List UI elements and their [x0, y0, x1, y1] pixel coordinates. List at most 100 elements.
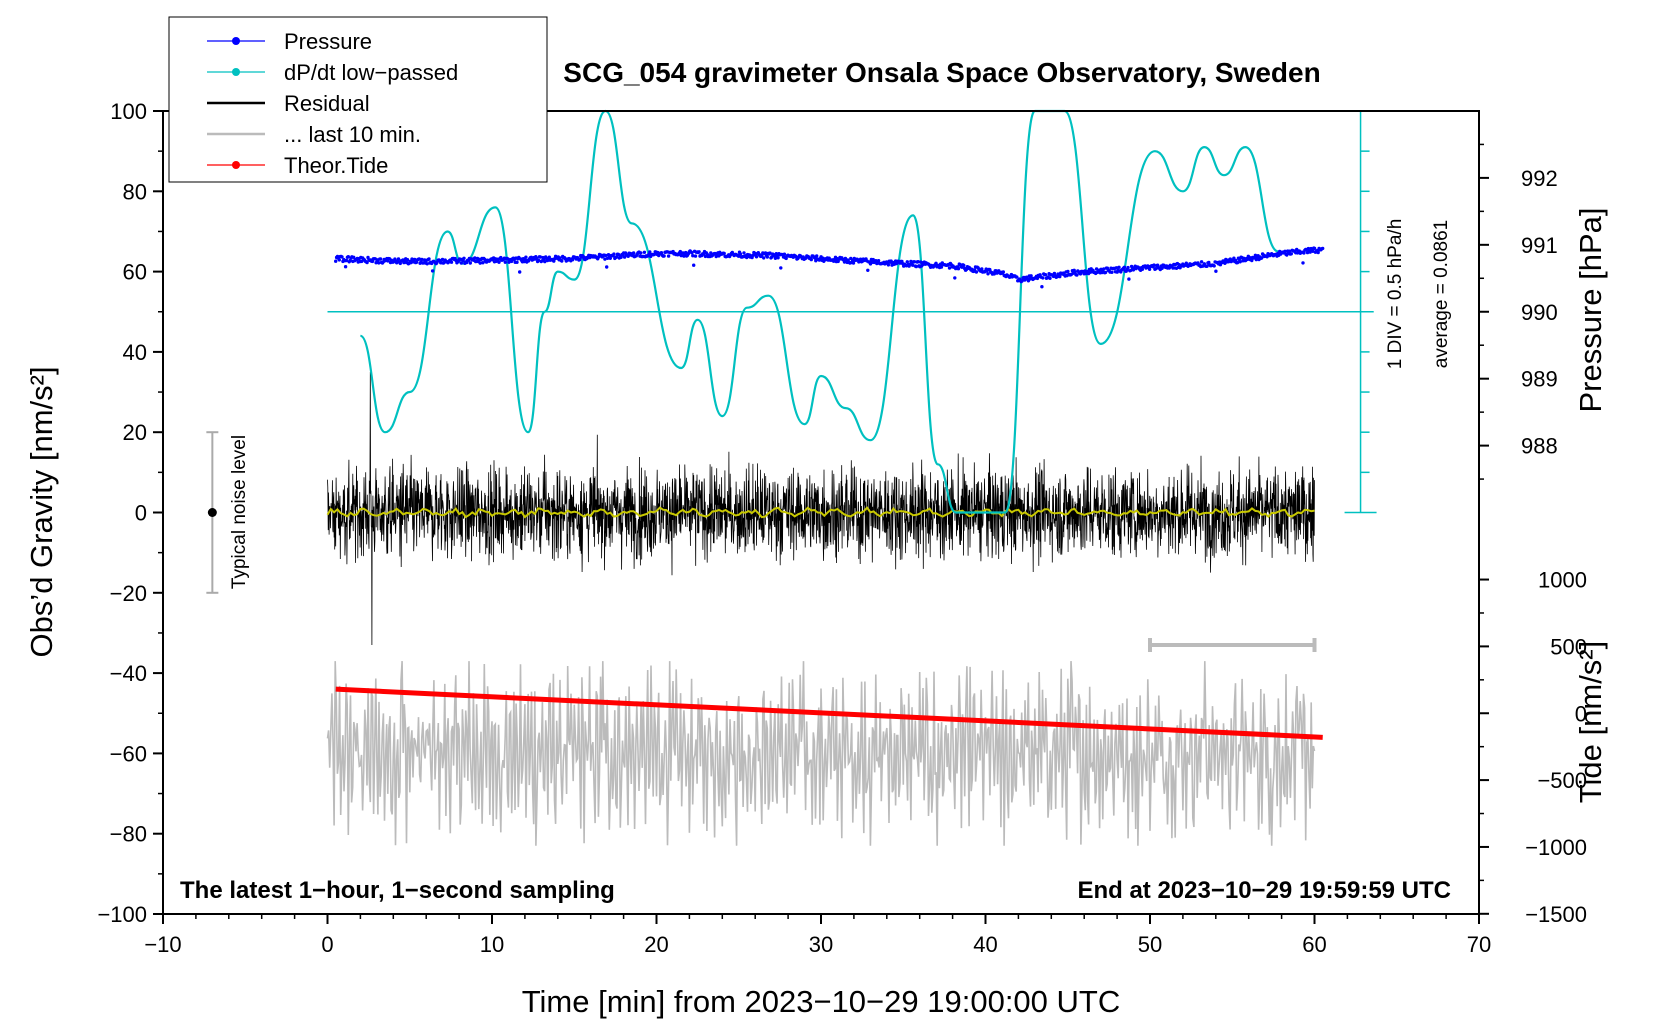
pressure-point	[962, 263, 966, 268]
noise-level-label: Typical noise level	[229, 435, 250, 589]
pressure-point	[536, 258, 541, 262]
pressure-point	[538, 255, 542, 259]
pressure-point	[1117, 265, 1121, 269]
legend-box	[168, 16, 548, 183]
pressure-point	[851, 261, 856, 265]
pressure-point	[1103, 270, 1108, 275]
pressure-point	[947, 266, 952, 270]
pressure-point	[462, 256, 466, 260]
pressure-point	[1152, 263, 1156, 267]
pressure-point	[459, 261, 463, 265]
pressure-point	[478, 261, 482, 265]
chart-title: SCG_054 gravimeter Onsala Space Observat…	[563, 57, 1320, 88]
pressure-point	[1302, 251, 1306, 255]
pressure-point	[690, 251, 694, 255]
pressure-point	[691, 254, 695, 258]
legend-label: Theor.Tide	[284, 153, 388, 178]
pressure-point	[622, 255, 627, 259]
pressure-point	[1040, 285, 1044, 289]
pressure-point	[509, 259, 514, 264]
pressure-point	[473, 256, 477, 260]
pressure-point	[866, 268, 870, 272]
y-tick-label: −100	[97, 902, 147, 927]
y-tick-label: 60	[123, 260, 147, 285]
pressure-point	[974, 270, 979, 274]
x-tick-label: 0	[321, 932, 333, 957]
pressure-point	[1260, 256, 1264, 260]
x-axis-label: Time [min] from 2023−10−29 19:00:00 UTC	[522, 984, 1121, 1019]
pressure-point	[1122, 265, 1127, 269]
pressure-point	[1235, 260, 1240, 265]
pressure-series	[334, 246, 1325, 289]
pressure-point	[377, 261, 381, 265]
pressure-point	[409, 260, 413, 265]
pressure-point	[684, 250, 688, 255]
pressure-point	[1127, 277, 1131, 281]
pressure-point	[1316, 250, 1320, 255]
pressure-point	[842, 260, 847, 264]
pressure-point	[1199, 260, 1204, 264]
pressure-point	[953, 276, 957, 280]
y-tick-label: 40	[123, 340, 147, 365]
pressure-point	[344, 258, 349, 263]
pressure-point	[1155, 263, 1160, 267]
pressure-point	[1160, 266, 1164, 270]
pressure-point	[631, 251, 636, 255]
pressure-point	[449, 260, 454, 264]
pressure-point	[340, 255, 344, 259]
ticks-layer: −10 0 10 20 30 40 50 60 70−100−80−60−40−20020406…	[97, 99, 1587, 957]
pressure-point	[608, 256, 612, 260]
pressure-point	[427, 257, 431, 261]
pressure-point	[346, 255, 350, 259]
x-tick-label: 20	[644, 932, 668, 957]
pressure-point	[914, 264, 918, 269]
pressure-point	[1043, 273, 1048, 277]
pressure-point	[570, 258, 575, 262]
legend-label: Pressure	[284, 29, 372, 54]
pressure-point	[980, 267, 984, 271]
pressure-point	[738, 252, 743, 256]
pressure-point	[809, 257, 813, 262]
scale-layer	[206, 110, 1377, 652]
pressure-point	[430, 269, 435, 273]
pressure-point	[782, 252, 787, 256]
pressure-point	[1238, 260, 1242, 264]
pressure-point	[468, 261, 472, 265]
legend-label: dP/dt low−passed	[284, 60, 458, 85]
dpdt-series	[359, 109, 1279, 514]
y-tick-label: −60	[110, 741, 147, 766]
pressure-point	[612, 252, 616, 256]
pressure-point	[1312, 246, 1317, 251]
legend-marker	[232, 161, 240, 169]
pressure-point	[742, 251, 746, 255]
pressure-point	[1041, 276, 1045, 280]
pressure-point	[1066, 269, 1070, 274]
pressure-point	[1250, 258, 1254, 263]
y-tick-label: 100	[110, 99, 147, 124]
pressure-point	[681, 251, 685, 255]
pressure-point	[911, 263, 915, 267]
legend-label: ... last 10 min.	[284, 122, 421, 147]
pressure-point	[986, 272, 990, 276]
pressure-point	[697, 250, 701, 254]
pressure-point	[1129, 264, 1134, 269]
pressure-point	[1020, 279, 1024, 283]
pressure-point	[398, 261, 402, 266]
pressure-point	[1147, 267, 1152, 271]
pressure-point	[919, 260, 923, 264]
pressure-point	[413, 257, 417, 262]
pressure-point	[543, 259, 547, 264]
legend-label: Residual	[284, 91, 370, 116]
pressure-point	[773, 256, 778, 260]
pressure-point	[604, 253, 608, 258]
pressure-point	[1311, 249, 1315, 253]
pressure-point	[770, 255, 774, 259]
pressure-point	[1114, 266, 1119, 270]
pressure-point	[603, 257, 607, 261]
pressure-point	[1140, 267, 1145, 271]
x-tick-label: −10	[144, 932, 181, 957]
y-tick-label: 20	[123, 420, 147, 445]
pressure-point	[1048, 276, 1052, 280]
pressure-point	[784, 256, 788, 261]
